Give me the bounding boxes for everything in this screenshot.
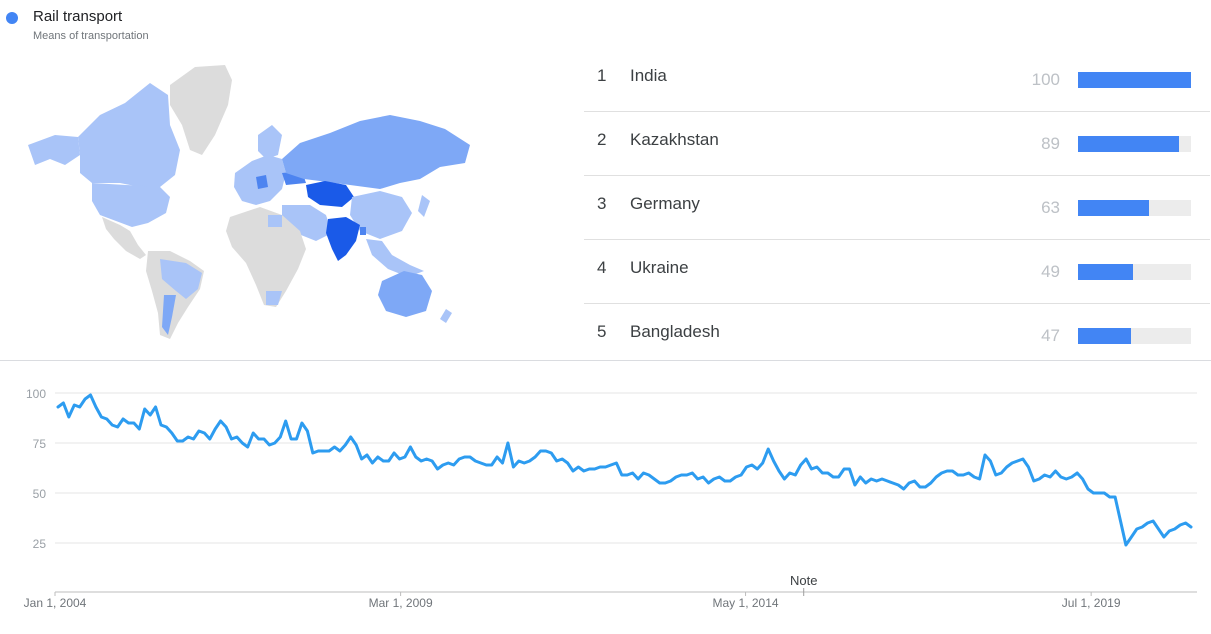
region-value: 49 [1041, 262, 1060, 281]
ranking-row[interactable]: 4 Ukraine 49 [584, 240, 1210, 304]
map-region-kazakhstan[interactable] [306, 181, 354, 207]
map-region-africa [226, 207, 306, 307]
region-name[interactable]: Bangladesh [630, 322, 720, 341]
region-name[interactable]: Kazakhstan [630, 130, 719, 149]
rank-number: 1 [597, 66, 607, 85]
map-region-greenland [170, 65, 232, 155]
y-tick-label: 100 [26, 387, 46, 401]
ranking-row[interactable]: 2 Kazakhstan 89 [584, 112, 1210, 176]
region-value-bar-fill [1078, 328, 1132, 344]
map-region-canada[interactable] [78, 83, 180, 187]
region-value-bar [1078, 328, 1191, 344]
region-value: 47 [1041, 326, 1060, 345]
line-chart-svg[interactable]: 25 50 75 100 Jan 1, 2004 Mar 1, 2009 May 1, 20… [0, 362, 1211, 634]
map-region-south-africa[interactable] [266, 291, 282, 305]
region-value-bar [1078, 200, 1191, 216]
world-map[interactable] [20, 55, 480, 345]
region-value-bar-fill [1078, 136, 1179, 152]
map-region-scandinavia[interactable] [258, 125, 282, 159]
rank-number: 3 [597, 194, 607, 213]
region-value: 63 [1041, 198, 1060, 217]
region-value: 100 [1031, 70, 1060, 89]
topic-title[interactable]: Rail transport [33, 8, 123, 25]
region-value-bar [1078, 136, 1191, 152]
map-region-japan[interactable] [418, 195, 430, 217]
region-value: 89 [1041, 134, 1060, 153]
rank-number: 2 [597, 130, 607, 149]
region-name[interactable]: Ukraine [630, 258, 689, 277]
region-value-bar [1078, 264, 1191, 280]
y-tick-label: 75 [33, 437, 47, 451]
ranking-row[interactable]: 3 Germany 63 [584, 176, 1210, 240]
map-region-germany[interactable] [256, 175, 268, 189]
map-region-southeast-asia[interactable] [366, 239, 424, 277]
region-value-bar-fill [1078, 200, 1150, 216]
rank-number: 4 [597, 258, 607, 277]
region-value-bar-fill [1078, 72, 1191, 88]
map-region-mexico [102, 217, 146, 259]
x-tick-label: Jul 1, 2019 [1062, 596, 1121, 610]
map-region-argentina[interactable] [162, 295, 176, 335]
map-region-usa[interactable] [92, 183, 170, 227]
section-divider [0, 360, 1211, 361]
y-tick-label: 50 [33, 487, 47, 501]
x-tick-label: Jan 1, 2004 [24, 596, 87, 610]
region-name[interactable]: Germany [630, 194, 700, 213]
x-tick-label: Mar 1, 2009 [369, 596, 433, 610]
region-ranking-list: 1 India 100 2 Kazakhstan 89 3 Germany 63 4 Ukraine… [584, 48, 1210, 367]
map-region-alaska[interactable] [28, 135, 80, 165]
rank-number: 5 [597, 322, 607, 341]
map-region-russia[interactable] [282, 115, 470, 189]
y-tick-label: 25 [33, 537, 47, 551]
region-name[interactable]: India [630, 66, 667, 85]
map-region-india[interactable] [326, 217, 360, 261]
interest-over-time-chart[interactable]: 25 50 75 100 Jan 1, 2004 Mar 1, 2009 May 1, 20… [0, 362, 1211, 634]
topic-header: Rail transport Means of transportation [0, 0, 600, 50]
note-annotation: Note [790, 573, 817, 588]
series-line [56, 393, 1193, 547]
map-region-australia[interactable] [378, 271, 432, 317]
region-value-bar-fill [1078, 264, 1134, 280]
map-region-bangladesh[interactable] [360, 227, 366, 235]
x-tick-label: May 1, 2014 [713, 596, 779, 610]
map-region-new-zealand[interactable] [440, 309, 452, 323]
topic-subtitle: Means of transportation [33, 30, 149, 42]
ranking-row[interactable]: 5 Bangladesh 47 [584, 304, 1210, 367]
legend-dot [6, 12, 18, 24]
world-map-svg[interactable] [20, 55, 480, 345]
map-region-middle-east[interactable] [282, 205, 332, 241]
map-region-brazil[interactable] [160, 259, 202, 299]
map-region-china[interactable] [350, 191, 412, 239]
map-region-egypt[interactable] [268, 215, 282, 227]
region-value-bar [1078, 72, 1191, 88]
ranking-row[interactable]: 1 India 100 [584, 48, 1210, 112]
